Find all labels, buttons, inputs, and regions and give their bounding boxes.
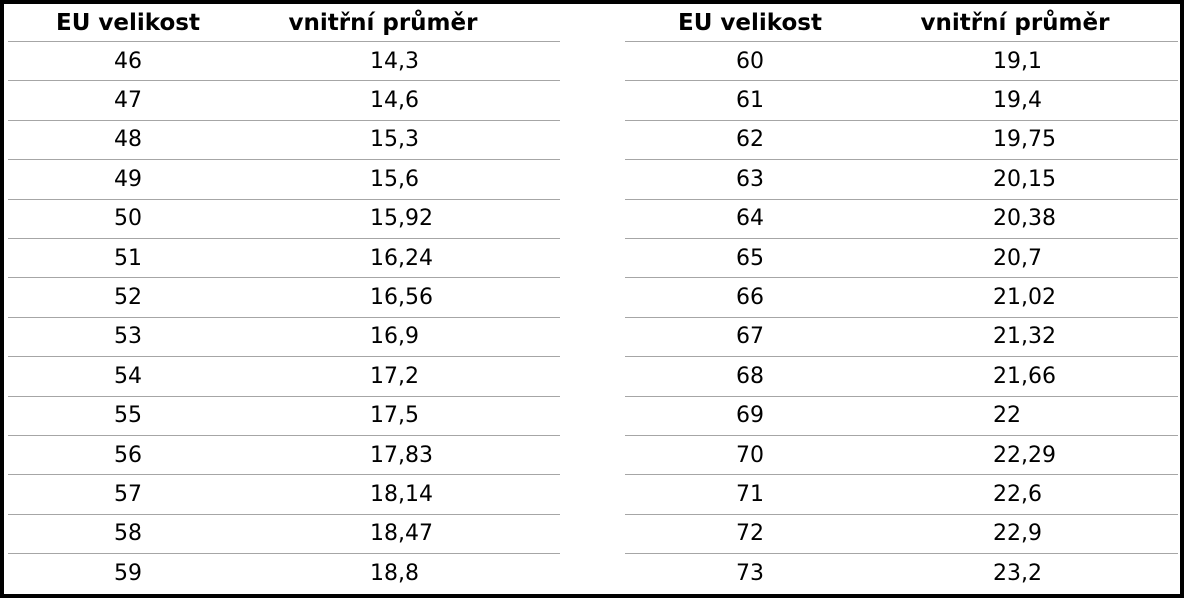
table-row: 63 20,15 — [625, 160, 1178, 200]
size-cell: 60 — [736, 48, 764, 74]
diameter-cell: 18,47 — [370, 521, 433, 547]
size-cell: 59 — [114, 561, 142, 587]
size-cell: 52 — [114, 285, 142, 311]
diameter-cell: 17,5 — [370, 403, 419, 429]
diameter-cell: 22,9 — [993, 521, 1042, 547]
table-row: 54 17,2 — [8, 357, 560, 397]
table: EU velikost vnitřní průměr 46 14,3 47 14,6 48 1… — [8, 4, 560, 594]
table-row: 53 16,9 — [8, 318, 560, 358]
size-cell: 72 — [736, 521, 764, 547]
diameter-cell: 20,15 — [993, 166, 1056, 192]
table-row: 52 16,56 — [8, 278, 560, 318]
table-row: 48 15,3 — [8, 121, 560, 161]
diameter-cell: 17,2 — [370, 363, 419, 389]
size-cell: 55 — [114, 403, 142, 429]
size-cell: 58 — [114, 521, 142, 547]
size-cell: 73 — [736, 561, 764, 587]
diameter-cell: 22 — [993, 403, 1021, 429]
size-cell: 49 — [114, 166, 142, 192]
diameter-cell: 18,14 — [370, 482, 433, 508]
header-cell: vnitřní průměr — [288, 9, 478, 36]
diameter-cell: 21,02 — [993, 285, 1056, 311]
size-cell: 68 — [736, 363, 764, 389]
table-row: 71 22,6 — [625, 475, 1178, 515]
table-row: 57 18,14 — [8, 475, 560, 515]
size-cell: 64 — [736, 206, 764, 232]
size-cell: 70 — [736, 442, 764, 468]
size-cell: 53 — [114, 324, 142, 350]
table-row: 47 14,6 — [8, 81, 560, 121]
diameter-cell: 19,1 — [993, 48, 1042, 74]
size-cell: 51 — [114, 245, 142, 271]
diameter-cell: 23,2 — [993, 561, 1042, 587]
table-row: 49 15,6 — [8, 160, 560, 200]
size-cell: 71 — [736, 482, 764, 508]
size-cell: 46 — [114, 48, 142, 74]
diameter-cell: 22,6 — [993, 482, 1042, 508]
diameter-cell: 14,3 — [370, 48, 419, 74]
diameter-cell: 14,6 — [370, 88, 419, 114]
table-row: 59 18,8 — [8, 554, 560, 593]
table-row: 51 16,24 — [8, 239, 560, 279]
table-row: 67 21,32 — [625, 318, 1178, 358]
size-cell: 47 — [114, 88, 142, 114]
table-row: 69 22 — [625, 397, 1178, 436]
size-cell: 66 — [736, 285, 764, 311]
size-cell: 54 — [114, 363, 142, 389]
header-cell: vnitřní průměr — [920, 9, 1110, 36]
table: EU velikost vnitřní průměr 60 19,1 61 19,4 62 1… — [625, 4, 1178, 594]
table-row: 72 22,9 — [625, 515, 1178, 555]
diameter-cell: 21,32 — [993, 324, 1056, 350]
table-row: 58 18,47 — [8, 515, 560, 555]
table-row: 61 19,4 — [625, 81, 1178, 121]
size-cell: 63 — [736, 166, 764, 192]
diameter-cell: 21,66 — [993, 363, 1056, 389]
diameter-cell: 17,83 — [370, 442, 433, 468]
diameter-cell: 15,3 — [370, 127, 419, 153]
header-cell: EU velikost — [678, 9, 822, 36]
size-cell: 65 — [736, 245, 764, 271]
table-row: 70 22,29 — [625, 436, 1178, 476]
table-row: 56 17,83 — [8, 436, 560, 476]
diameter-cell: 20,7 — [993, 245, 1042, 271]
size-cell: 61 — [736, 88, 764, 114]
table-row: 46 14,3 — [8, 42, 560, 82]
size-cell: 56 — [114, 442, 142, 468]
diameter-cell: 18,8 — [370, 561, 419, 587]
diameter-cell: 15,6 — [370, 166, 419, 192]
table-row: 62 19,75 — [625, 121, 1178, 161]
header-row: EU velikost vnitřní průměr — [8, 4, 560, 42]
table-row: 65 20,7 — [625, 239, 1178, 279]
table-row: 73 23,2 — [625, 554, 1178, 593]
size-cell: 62 — [736, 127, 764, 153]
diameter-cell: 16,56 — [370, 285, 433, 311]
table-row: 66 21,02 — [625, 278, 1178, 318]
size-cell: 69 — [736, 403, 764, 429]
diameter-cell: 15,92 — [370, 206, 433, 232]
size-cell: 48 — [114, 127, 142, 153]
header-cell: EU velikost — [56, 9, 200, 36]
table-row: 55 17,5 — [8, 397, 560, 436]
diameter-cell: 19,4 — [993, 88, 1042, 114]
diameter-cell: 19,75 — [993, 127, 1056, 153]
diameter-cell: 16,24 — [370, 245, 433, 271]
diameter-cell: 22,29 — [993, 442, 1056, 468]
size-cell: 57 — [114, 482, 142, 508]
diameter-cell: 20,38 — [993, 206, 1056, 232]
table-row: 60 19,1 — [625, 42, 1178, 82]
table-row: 68 21,66 — [625, 357, 1178, 397]
header-row: EU velikost vnitřní průměr — [625, 4, 1178, 42]
size-cell: 67 — [736, 324, 764, 350]
table-row: 64 20,38 — [625, 200, 1178, 239]
table-row: 50 15,92 — [8, 200, 560, 239]
diameter-cell: 16,9 — [370, 324, 419, 350]
size-cell: 50 — [114, 206, 142, 232]
